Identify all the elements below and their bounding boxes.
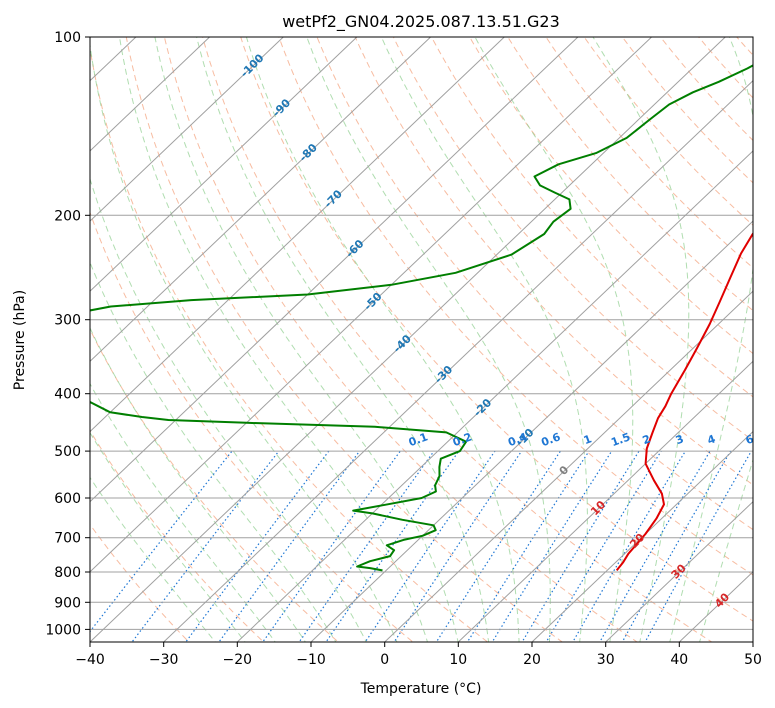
mixing-ratio-label: 0.1 — [407, 430, 430, 449]
isotherm — [90, 37, 579, 503]
mixing-ratio-label: 8 — [770, 432, 775, 447]
y-tick-label: 500 — [54, 444, 81, 460]
dry-adiabat — [765, 26, 775, 654]
y-tick-label: 600 — [54, 491, 81, 507]
x-tick-label: 30 — [597, 652, 615, 668]
y-tick-label: 900 — [54, 595, 81, 611]
moist-adiabat — [90, 382, 276, 642]
dewpoint-trace — [90, 64, 753, 572]
isotherm — [236, 150, 753, 642]
x-tick-label: −40 — [75, 652, 105, 668]
plot-background — [90, 37, 753, 642]
moist-adiabat — [380, 37, 588, 642]
x-tick-label: −30 — [149, 652, 179, 668]
temperature-trace — [615, 232, 753, 572]
mixing-ratio-label: 1 — [582, 432, 594, 447]
y-axis-title: Pressure (hPa) — [12, 290, 28, 390]
mixing-ratio-label: 0.2 — [451, 430, 474, 449]
dry-adiabat — [545, 37, 753, 269]
x-tick-label: 0 — [380, 652, 389, 668]
x-tick-label: 10 — [449, 652, 467, 668]
isotherm — [310, 220, 753, 642]
mixing-ratio-label: 0.6 — [539, 430, 562, 449]
dry-adiabat — [202, 37, 713, 642]
mixing-ratio-label: 6 — [744, 432, 756, 447]
dry-adiabat — [90, 211, 414, 642]
dry-adiabat — [392, 37, 753, 442]
isotherm — [90, 37, 726, 642]
dry-adiabat — [90, 429, 265, 642]
isotherm — [0, 37, 62, 642]
y-tick-label: 400 — [54, 387, 81, 403]
moist-adiabat — [90, 476, 216, 642]
mixing-ratio-label: 0.4 — [506, 430, 529, 449]
moist-adiabat — [474, 37, 634, 642]
y-tick-label: 300 — [54, 313, 81, 329]
x-tick-label: −10 — [296, 652, 326, 668]
isotherm — [457, 360, 753, 642]
isotherm — [605, 501, 753, 642]
plot-frame — [89, 36, 754, 643]
moist-adiabat — [90, 431, 246, 642]
x-tick-label: −20 — [223, 652, 253, 668]
plot-area — [0, 26, 775, 654]
isotherm — [90, 37, 652, 573]
dry-adiabat — [469, 37, 753, 355]
x-axis-title: Temperature (°C) — [360, 681, 482, 697]
moist-adiabat — [154, 37, 459, 642]
y-tick-label: 700 — [54, 531, 81, 547]
isotherm — [90, 37, 210, 152]
isotherm — [752, 641, 753, 642]
x-tick-label: 20 — [523, 652, 541, 668]
moist-adiabat — [306, 37, 551, 642]
dry-adiabat — [90, 46, 489, 642]
x-tick-label: 40 — [670, 652, 688, 668]
y-tick-label: 100 — [54, 30, 81, 46]
isotherm — [90, 37, 358, 292]
dry-adiabat — [278, 37, 753, 576]
dry-adiabat — [659, 37, 753, 142]
moist-adiabat — [245, 37, 520, 642]
dry-adiabat — [507, 37, 753, 312]
y-tick-label: 1000 — [45, 622, 81, 638]
isotherm — [90, 37, 505, 433]
mixing-ratio-label: 3 — [674, 432, 686, 447]
x-tick-label: 50 — [744, 652, 762, 668]
dry-adiabat — [430, 37, 753, 398]
mixing-ratio-label: 2 — [641, 432, 653, 447]
moist-adiabat — [592, 37, 690, 642]
isotherm — [90, 37, 431, 363]
isotherm — [163, 80, 753, 642]
dry-adiabat — [90, 328, 339, 642]
isotherm — [90, 37, 284, 222]
y-tick-label: 200 — [54, 208, 81, 224]
mixing-ratio-label: 4 — [706, 432, 718, 447]
mixing-ratio-label: 1.5 — [609, 430, 632, 449]
chart-title: wetPf2_GN04.2025.087.13.51.G23 — [282, 12, 560, 32]
dry-adiabat — [125, 37, 564, 642]
dry-adiabat — [316, 37, 753, 531]
y-tick-label: 800 — [54, 565, 81, 581]
isotherm — [531, 430, 753, 642]
dry-adiabat — [240, 37, 753, 622]
axes: −40 −30 −20 −10 0 10 20 30 40 5010020030040050060… — [45, 30, 762, 668]
